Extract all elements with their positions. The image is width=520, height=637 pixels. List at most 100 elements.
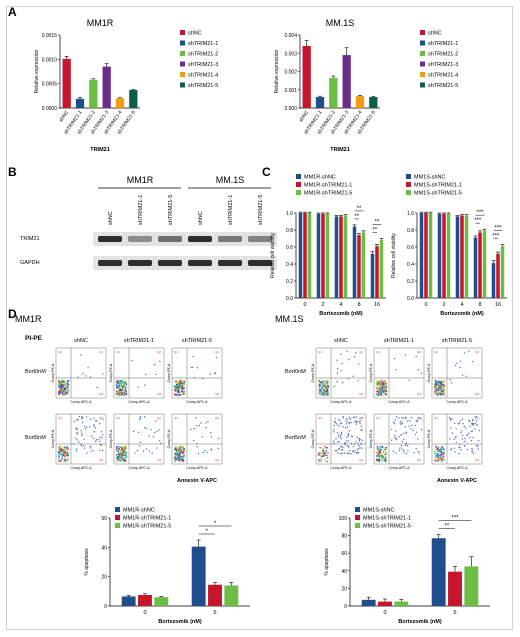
flow-event-dot <box>63 393 65 395</box>
flow-event-dot <box>143 416 146 418</box>
flow-event-dot <box>336 367 339 370</box>
chart-a2-legend-label: shTRIM21-5 <box>428 83 458 89</box>
flow-event-dot <box>385 389 388 391</box>
flow-event-dot <box>318 458 320 461</box>
flow-cell-ylabel: Comp-PE-A <box>369 429 373 448</box>
flow-event-dot <box>381 457 383 460</box>
flow-event-dot <box>461 374 464 376</box>
flow-cell-xlabel: Comp-APC-A <box>388 466 410 470</box>
flow-event-dot <box>93 417 95 420</box>
flow-event-dot <box>434 452 436 455</box>
flow-event-dot <box>64 456 67 459</box>
flow-event-dot <box>117 382 120 384</box>
flow-event-dot <box>323 453 325 455</box>
flow-event-dot <box>394 437 396 439</box>
flow-quadrant-label: Q1 <box>58 416 62 420</box>
flow-event-dot <box>377 385 379 387</box>
flow-event-dot <box>196 367 199 369</box>
flow-event-dot <box>356 452 358 454</box>
flow-event-dot <box>137 431 140 434</box>
chart-c1-x-tick-label: 0 <box>303 302 306 308</box>
flow-event-dot <box>384 448 387 450</box>
flow-event-dot <box>76 439 78 441</box>
flow-event-dot <box>459 366 461 369</box>
flow-event-dot <box>124 447 126 450</box>
flow-plot-frame <box>171 347 223 399</box>
flow-event-dot <box>156 447 158 449</box>
flow-event-dot <box>379 388 382 390</box>
flow-event-dot <box>418 417 420 419</box>
chart-c2-bar <box>464 215 469 298</box>
flow-event-dot <box>175 448 177 450</box>
flow-event-dot <box>462 423 464 425</box>
flow-event-dot <box>334 418 337 420</box>
flow-plot-frame <box>113 413 165 465</box>
chart-a2-bar <box>329 77 338 108</box>
flow-event-dot <box>178 454 180 456</box>
flow-event-dot <box>355 440 357 443</box>
flow-event-dot <box>383 384 385 387</box>
flow-event-dot <box>121 393 123 396</box>
flow-event-dot <box>441 381 443 384</box>
flow-event-dot <box>385 457 387 459</box>
flow-dot-cloud <box>115 359 161 397</box>
flow-event-dot <box>120 383 122 386</box>
flow-event-dot <box>341 362 343 365</box>
flow-event-dot <box>474 428 476 430</box>
flow-event-dot <box>176 380 178 383</box>
chart-d1-bar <box>208 584 222 606</box>
chart-c2-legend-label: MM1S-shTRIM21-1 <box>414 183 462 189</box>
flow-event-dot <box>93 425 95 427</box>
chart-d1-legend-swatch <box>115 507 120 512</box>
chart-c2-bar <box>428 213 433 298</box>
chart-d1: 0 20 40 60 % apoptosis 0 5 * * Bortezomib (nM) MM1… <box>84 507 250 625</box>
flow-event-dot <box>180 393 182 396</box>
flow-event-dot <box>102 418 104 421</box>
flow-event-dot <box>65 452 67 454</box>
flow-event-dot <box>340 370 342 372</box>
flow-event-dot <box>82 421 84 424</box>
flow-event-dot <box>441 390 443 393</box>
flow-event-dot <box>360 442 362 445</box>
flow-event-dot <box>192 366 194 368</box>
flow-event-dot <box>319 446 321 449</box>
chart-d2-bar <box>394 601 409 606</box>
chart-a2-legend-label: shNC <box>428 31 442 37</box>
chart-c2-sig-label: *** <box>474 218 482 224</box>
chart-d1-x-axis-label: Bortezomib (nM) <box>158 619 202 625</box>
flow-event-dot <box>462 434 464 437</box>
flow-event-dot <box>323 393 325 396</box>
flow-event-dot <box>319 460 321 462</box>
flow-event-dot <box>451 382 453 384</box>
flow-event-dot <box>336 381 338 383</box>
flow-event-dot <box>443 448 446 451</box>
flow-event-dot <box>178 452 180 454</box>
flow-event-dot <box>441 453 443 455</box>
chart-a1-legend-swatch <box>180 40 185 46</box>
flow-event-dot <box>67 385 69 387</box>
chart-d2-bar <box>378 601 392 606</box>
chart-d1-legend-label: MM1R-shTRIM21-1 <box>123 516 171 522</box>
flow-dot-cloud <box>57 354 104 396</box>
flow-event-dot <box>156 430 158 432</box>
flow-event-dot <box>437 446 440 448</box>
flow-event-dot <box>348 452 350 455</box>
flow-event-dot <box>183 454 185 456</box>
flow-event-dot <box>385 452 388 454</box>
flow-event-dot <box>66 453 68 455</box>
flow-event-dot <box>83 444 85 447</box>
flow-event-dot <box>319 392 321 395</box>
flow-event-dot <box>348 423 350 425</box>
flow-event-dot <box>341 452 343 455</box>
flow-quadrant-label: Q4 <box>434 458 438 462</box>
flow-event-dot <box>464 437 466 440</box>
flow-event-dot <box>58 392 61 394</box>
flow-event-dot <box>179 387 181 390</box>
flow-event-dot <box>120 450 122 452</box>
flow-event-dot <box>179 394 181 396</box>
wb-band <box>98 260 122 266</box>
flow-event-dot <box>379 389 381 392</box>
flow-event-dot <box>158 440 161 442</box>
flow-event-dot <box>325 388 327 391</box>
flow-event-dot <box>453 447 455 449</box>
